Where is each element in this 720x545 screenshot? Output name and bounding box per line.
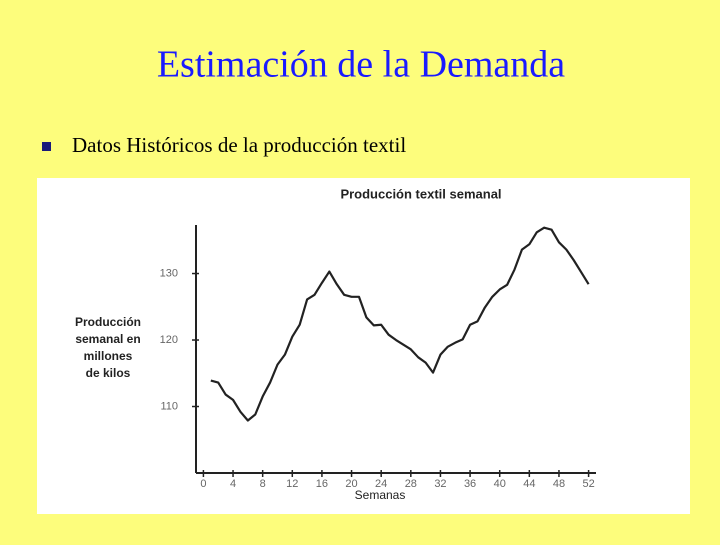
- x-tick-label: 28: [405, 478, 417, 490]
- x-tick-label: 4: [230, 478, 236, 490]
- chart-background: [37, 178, 690, 514]
- data-line: [210, 226, 590, 422]
- x-tick-label: 0: [200, 478, 206, 490]
- x-tick-label: 40: [494, 478, 506, 490]
- bullet-marker: [42, 142, 51, 151]
- x-tick-label: 24: [375, 478, 387, 490]
- y-tick-label: 120: [160, 334, 178, 346]
- y-axis-label: semanal en: [75, 332, 140, 346]
- y-axis-label: millones: [84, 349, 133, 363]
- x-tick-label: 52: [582, 478, 594, 490]
- x-tick-label: 16: [316, 478, 328, 490]
- x-tick-label: 20: [345, 478, 357, 490]
- slide-title: Estimación de la Demanda: [157, 44, 565, 86]
- x-tick-label: 12: [286, 478, 298, 490]
- y-tick-label: 110: [160, 400, 178, 412]
- y-tick-label: 130: [160, 267, 178, 279]
- x-tick-label: 48: [553, 478, 565, 490]
- bullet-text: Datos Históricos de la producción textil: [72, 133, 406, 157]
- x-axis-label: Semanas: [355, 488, 406, 502]
- x-tick-label: 44: [523, 478, 535, 490]
- y-axis-label: Producción: [75, 315, 141, 329]
- x-tick-label: 36: [464, 478, 476, 490]
- x-tick-label: 32: [434, 478, 446, 490]
- x-tick-label: 8: [260, 478, 266, 490]
- chart-title: Producción textil semanal: [340, 186, 501, 201]
- y-axis-label: de kilos: [86, 366, 131, 380]
